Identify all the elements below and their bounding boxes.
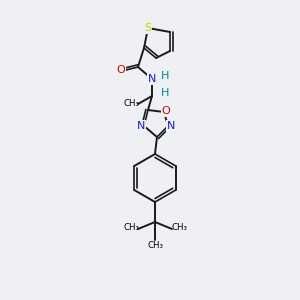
Text: N: N (167, 121, 175, 131)
Text: H: H (161, 88, 169, 98)
Text: H: H (161, 71, 169, 81)
Text: O: O (117, 65, 125, 75)
Text: CH₃: CH₃ (171, 224, 187, 232)
Text: CH₃: CH₃ (147, 241, 163, 250)
Text: S: S (144, 23, 152, 33)
Text: CH₃: CH₃ (124, 98, 140, 107)
Text: N: N (137, 121, 145, 131)
Text: CH₃: CH₃ (123, 224, 139, 232)
Text: N: N (148, 74, 156, 84)
Text: O: O (162, 106, 170, 116)
